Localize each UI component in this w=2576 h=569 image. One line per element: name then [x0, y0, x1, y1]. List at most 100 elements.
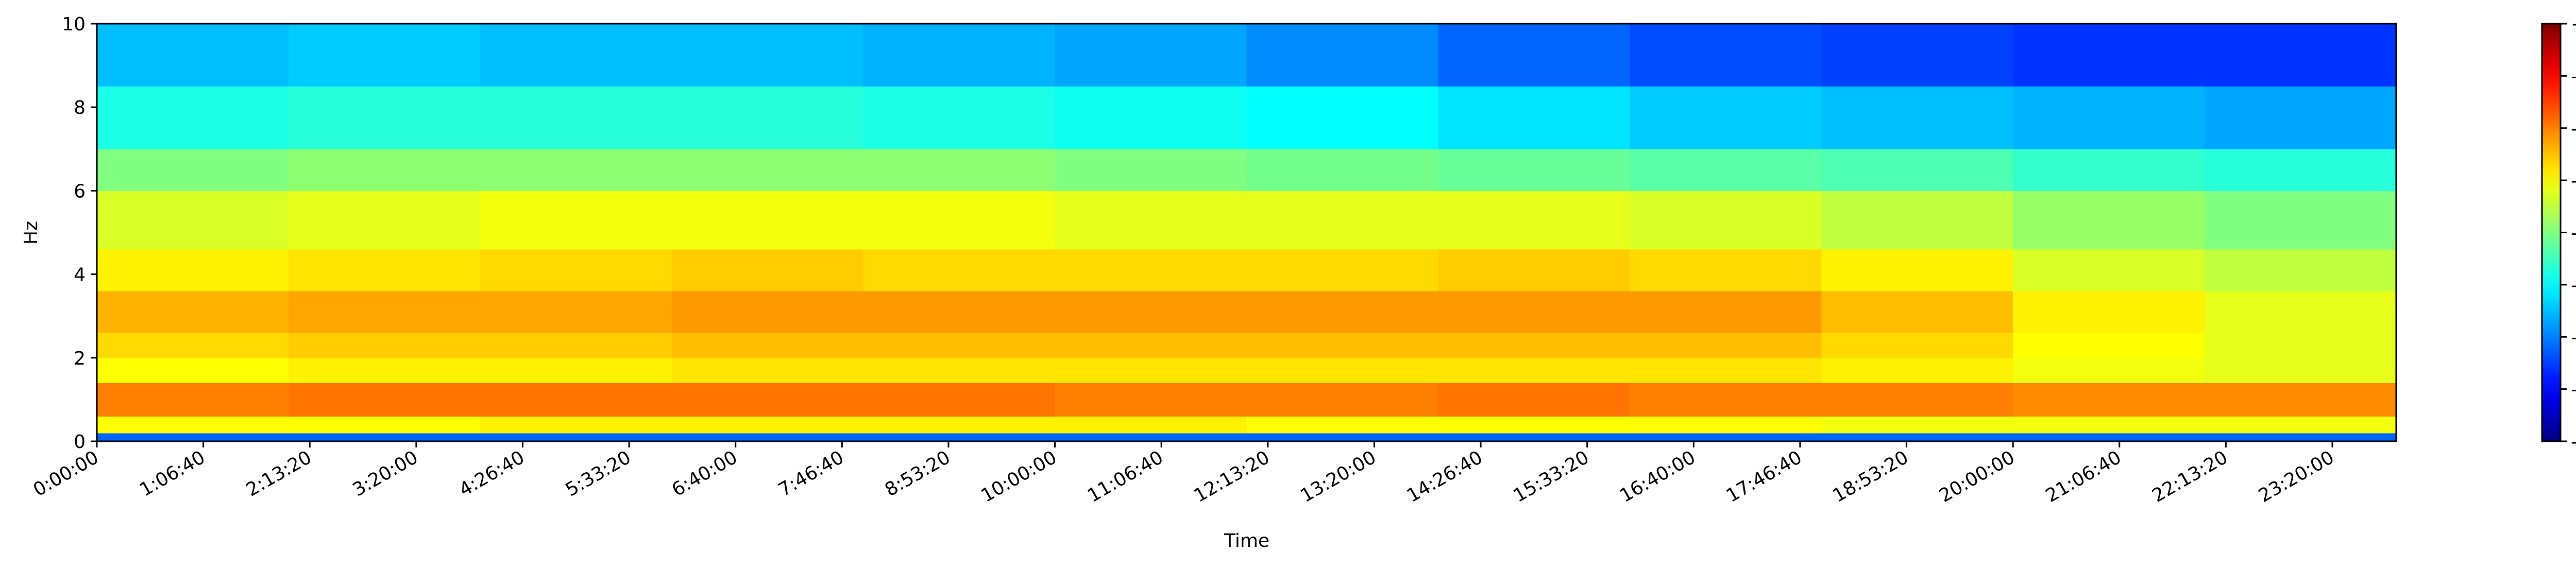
spectrogram-cell: [97, 191, 289, 250]
spectrogram-cell: [97, 357, 289, 383]
spectrogram-cell: [1055, 24, 1247, 87]
spectrogram-cell: [1821, 433, 2013, 442]
spectrogram-cell: [1438, 357, 1630, 383]
spectrogram-cell: [288, 357, 481, 383]
spectrogram-cell: [1630, 433, 1822, 442]
spectrogram-cell: [1246, 24, 1438, 87]
x-tick-label: 4:26:40: [455, 447, 528, 501]
spectrogram-cell: [1055, 191, 1247, 250]
spectrogram-cell: [1246, 86, 1438, 149]
spectrogram-cell: [863, 24, 1056, 87]
colorbar-tick-label: -10 dB: [2571, 66, 2576, 87]
spectrogram-cell: [2205, 416, 2397, 434]
spectrogram-cell: [1055, 291, 1247, 333]
x-tick-label: 0:00:00: [30, 447, 103, 501]
x-tick-label: 18:53:20: [1829, 447, 1912, 507]
x-tick-label: 3:20:00: [349, 447, 422, 501]
x-tick-label: 15:33:20: [1510, 447, 1593, 507]
spectrogram-cell: [480, 149, 672, 191]
spectrogram-cell: [480, 357, 672, 383]
spectrogram-cell: [1438, 149, 1630, 191]
x-tick-label: 8:53:20: [882, 447, 954, 501]
spectrogram-cell: [97, 433, 289, 442]
colorbar-tick-label: -20 dB: [2571, 118, 2576, 140]
spectrogram-cell: [1630, 191, 1822, 250]
spectrogram-cell: [863, 86, 1056, 149]
spectrogram-cell: [288, 333, 481, 358]
spectrogram-cell: [2205, 291, 2397, 333]
spectrogram-cell: [1055, 333, 1247, 358]
spectrogram-cell: [1055, 149, 1247, 191]
y-tick-label: 8: [74, 97, 86, 118]
spectrogram-cell: [863, 383, 1056, 417]
spectrogram-cell: [1821, 24, 2013, 87]
spectrogram-cell: [1630, 149, 1822, 191]
spectrogram-cell: [1246, 149, 1438, 191]
spectrogram-cell: [2205, 333, 2397, 358]
spectrogram-cell: [1821, 86, 2013, 149]
spectrogram-cell: [863, 249, 1056, 291]
y-tick-label: 10: [62, 14, 86, 35]
spectrogram-cell: [863, 357, 1056, 383]
spectrogram-cell: [671, 333, 864, 358]
spectrogram-cell: [671, 383, 864, 417]
x-tick-label: 23:20:00: [2255, 447, 2338, 507]
spectrogram-cell: [480, 191, 672, 250]
colorbar-tick-label: -30 dB: [2571, 170, 2576, 192]
spectrogram-cell: [1821, 149, 2013, 191]
spectrogram-cell: [1630, 86, 1822, 149]
y-tick-label: 0: [74, 432, 86, 453]
spectrogram-cell: [288, 249, 481, 291]
spectrogram-cell: [2205, 249, 2397, 291]
spectrogram-cell: [1438, 333, 1630, 358]
colorbar-tick-label: -80 dB: [2571, 432, 2576, 453]
colorbar-tick-label: -50 dB: [2571, 275, 2576, 296]
spectrogram-cell: [1246, 433, 1438, 442]
spectrogram-cell: [480, 86, 672, 149]
spectrogram-cell: [288, 86, 481, 149]
spectrogram-cell: [863, 433, 1056, 442]
spectrogram-cell: [671, 357, 864, 383]
x-tick-label: 16:40:00: [1616, 447, 1699, 507]
x-tick-label: 22:13:20: [2148, 447, 2231, 507]
spectrogram-cell: [1246, 249, 1438, 291]
spectrogram-cell: [2013, 383, 2205, 417]
spectrogram-cell: [2205, 24, 2397, 87]
spectrogram-cell: [1438, 191, 1630, 250]
spectrogram-cell: [1438, 24, 1630, 87]
spectrogram-cell: [1821, 383, 2013, 417]
spectrogram-cell: [480, 416, 672, 434]
spectrogram-cell: [2013, 333, 2205, 358]
spectrogram-cell: [1055, 416, 1247, 434]
spectrogram-cell: [2013, 291, 2205, 333]
spectrogram-cell: [671, 24, 864, 87]
spectrogram-cell: [863, 291, 1056, 333]
spectrogram-cell: [1630, 24, 1822, 87]
spectrogram-cell: [671, 291, 864, 333]
x-tick-label: 7:46:40: [775, 447, 848, 501]
y-tick-label: 6: [74, 181, 86, 202]
spectrogram-cell: [1438, 416, 1630, 434]
spectrogram-cell: [97, 291, 289, 333]
spectrogram-cell: [97, 249, 289, 291]
spectrogram-cell: [1246, 416, 1438, 434]
x-tick-label: 21:06:40: [2042, 447, 2125, 507]
spectrogram-cell: [1055, 86, 1247, 149]
spectrogram-cell: [671, 86, 864, 149]
x-tick-label: 5:33:20: [562, 447, 635, 501]
spectrogram-cell: [1246, 357, 1438, 383]
spectrogram-cell: [2013, 416, 2205, 434]
spectrogram-cell: [2205, 383, 2397, 417]
spectrogram-cell: [1438, 249, 1630, 291]
spectrogram-cell: [1821, 249, 2013, 291]
x-tick-label: 1:06:40: [136, 447, 209, 501]
y-tick-label: 2: [74, 348, 86, 369]
x-tick-label: 17:46:40: [1723, 447, 1806, 507]
spectrogram-cell: [1055, 383, 1247, 417]
spectrogram-cell: [2013, 149, 2205, 191]
x-tick-label: 13:20:00: [1297, 447, 1380, 507]
spectrogram-cell: [1821, 291, 2013, 333]
spectrogram-cell: [671, 149, 864, 191]
spectrogram-cell: [97, 24, 289, 87]
